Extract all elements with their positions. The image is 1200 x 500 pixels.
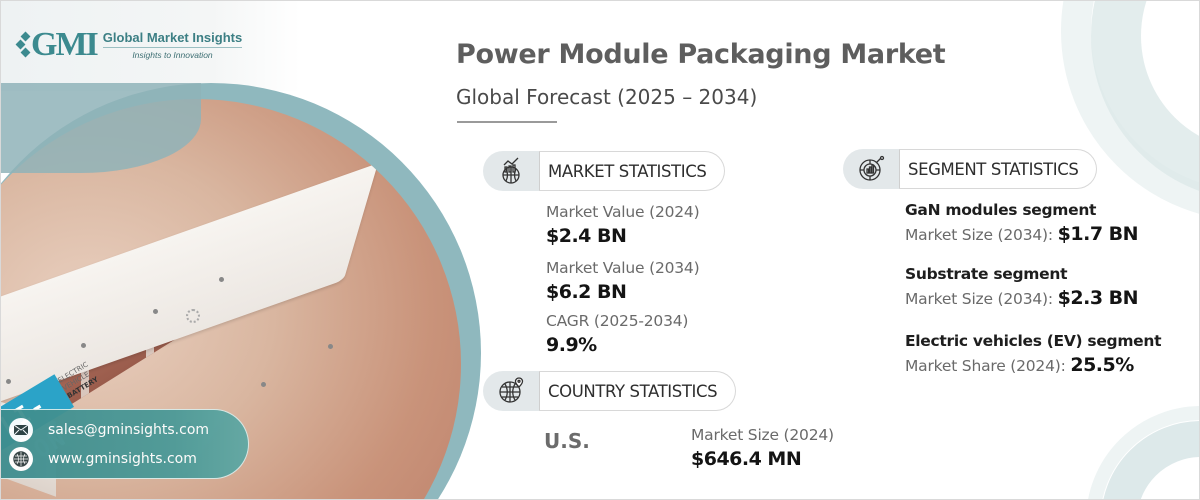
section-heading: MARKET STATISTICS bbox=[539, 151, 726, 191]
globe-pin-icon bbox=[499, 377, 524, 403]
globe-chart-icon bbox=[502, 157, 520, 184]
stat-label: Market Value (2024) bbox=[546, 203, 700, 221]
section-heading: COUNTRY STATISTICS bbox=[539, 371, 737, 411]
segment-metric: Market Share (2024): 25.5% bbox=[905, 354, 1134, 376]
header-backdrop bbox=[1, 1, 301, 91]
page-subtitle: Global Forecast (2025 – 2034) bbox=[456, 85, 758, 109]
segment-metric: Market Size (2034): $1.7 BN bbox=[905, 223, 1139, 245]
stat-label: Market Value (2034) bbox=[546, 259, 700, 277]
website-link[interactable]: www.gminsights.com bbox=[9, 447, 197, 471]
segment-metric: Market Size (2034): $2.3 BN bbox=[905, 287, 1139, 309]
section-heading: SEGMENT STATISTICS bbox=[899, 149, 1098, 189]
logo-mark: GMI bbox=[15, 26, 99, 64]
logo-diamonds-icon bbox=[15, 31, 31, 58]
segment-statistics-header: SEGMENT STATISTICS bbox=[843, 149, 1098, 189]
segment-name: GaN modules segment bbox=[905, 201, 1097, 219]
title-divider bbox=[457, 121, 557, 123]
stat-label: Market Size (2024) bbox=[691, 426, 834, 444]
segment-name: Substrate segment bbox=[905, 265, 1068, 283]
segment-name: Electric vehicles (EV) segment bbox=[905, 332, 1162, 350]
market-statistics-header: MARKET STATISTICS bbox=[483, 151, 726, 191]
stat-value: $646.4 MN bbox=[691, 448, 802, 470]
recycle-icon bbox=[186, 309, 200, 323]
stat-value: $6.2 BN bbox=[546, 281, 627, 303]
brand-tagline: Insights to Innovation bbox=[132, 50, 213, 60]
contact-panel: sales@gminsights.com www.gminsights.com bbox=[1, 409, 249, 479]
page-title: Power Module Packaging Market bbox=[456, 39, 946, 70]
gmi-logo: GMI Global Market Insights Insights to I… bbox=[15, 26, 243, 64]
brand-name: Global Market Insights bbox=[102, 30, 243, 48]
country-statistics-header: COUNTRY STATISTICS bbox=[483, 371, 737, 411]
country-name: U.S. bbox=[544, 429, 590, 453]
envelope-icon bbox=[9, 418, 33, 442]
email-link[interactable]: sales@gminsights.com bbox=[9, 418, 209, 442]
stat-value: $2.4 BN bbox=[546, 225, 627, 247]
stat-value: 9.9% bbox=[546, 334, 597, 356]
target-chart-icon bbox=[859, 155, 885, 181]
stat-label: CAGR (2025-2034) bbox=[546, 312, 689, 330]
globe-icon bbox=[9, 447, 33, 471]
